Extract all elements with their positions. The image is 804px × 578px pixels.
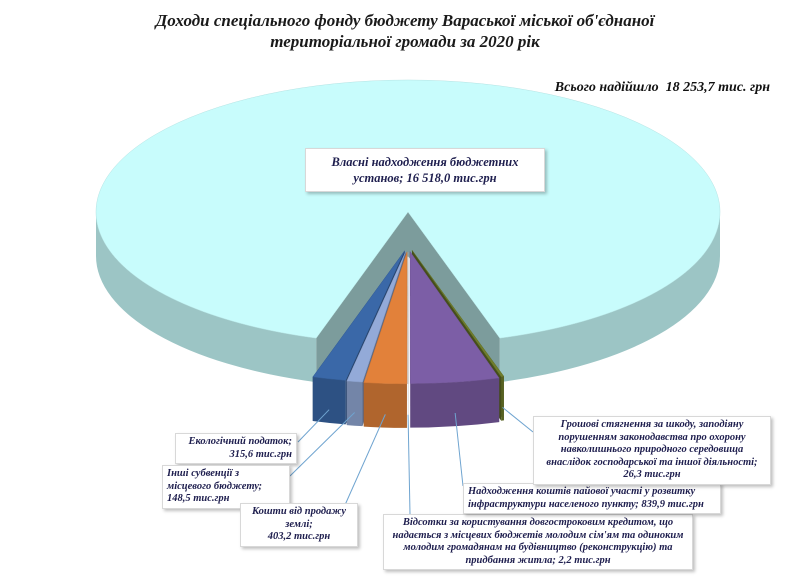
leader-line <box>289 412 355 477</box>
value-label: 26,3 тис.грн <box>623 469 681 480</box>
slice-label: Інші субвенції з місцевого бюджету; 148,… <box>162 465 290 509</box>
annotation: Всього надійшло 18 253,7 тис. грн <box>554 80 770 95</box>
slice-top <box>346 251 406 383</box>
value-label: 16 518,0 тис.грн <box>406 171 497 185</box>
slice-label: Надходження коштів пайової участі у розв… <box>463 483 721 514</box>
category-label: Власні надходження бюджетних установ; <box>331 155 519 185</box>
category-label: Інші субвенції з місцевого бюджету; <box>167 468 262 492</box>
category-label: Кошти від продажу землі; <box>251 506 347 530</box>
slice-top <box>95 79 721 339</box>
slice-label: Власні надходження бюджетних установ; 16… <box>305 148 545 192</box>
slice-top <box>409 250 500 384</box>
slice-label: Кошти від продажу землі; 403,2 тис.грн <box>240 503 358 547</box>
leader-line <box>344 414 386 506</box>
category-label: Грошові стягнення за шкоду, заподіяну по… <box>546 419 758 468</box>
slice-side <box>499 212 720 383</box>
slice <box>409 250 500 428</box>
leader-line <box>502 407 534 433</box>
category-label: Екологічний податок; <box>188 436 293 447</box>
chart-title: Доходи спеціального фонду бюджету Варась… <box>155 11 655 51</box>
slice-side <box>346 381 363 427</box>
slice-label: Відсотки за користування довгостроковим … <box>383 514 693 570</box>
slice-cut-face <box>316 212 408 383</box>
slice-side <box>410 378 500 428</box>
value-label: 403,2 тис.грн <box>267 531 331 542</box>
value-label: 315,6 тис.грн <box>229 448 293 460</box>
slice-top <box>363 251 408 385</box>
slice <box>95 79 721 383</box>
slice <box>363 251 408 428</box>
slice-top <box>411 250 505 378</box>
leader-line <box>297 409 330 443</box>
leader-lines <box>289 407 534 515</box>
value-label: 839,9 тис.грн <box>641 498 704 510</box>
slice-label: Екологічний податок; 315,6 тис.грн <box>175 433 297 464</box>
slice-side <box>363 382 407 428</box>
slice-side <box>96 212 317 383</box>
category-label: Відсотки за користування довгостроковим … <box>392 517 684 566</box>
value-label: 2,2 тис.грн <box>558 554 611 566</box>
slice-side <box>312 376 346 425</box>
slice-top <box>312 250 405 381</box>
leader-line <box>454 412 464 487</box>
slice-label: Грошові стягнення за шкоду, заподіяну по… <box>533 416 771 485</box>
value-label: 148,5 тис.грн <box>167 493 230 504</box>
slice-side <box>501 376 504 421</box>
leader-line <box>407 414 411 515</box>
category-label: Надходження коштів пайової участі у розв… <box>468 486 696 510</box>
